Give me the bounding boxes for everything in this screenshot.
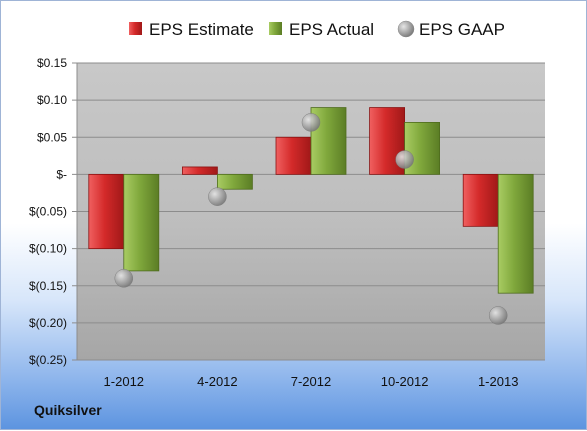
eps-estimate-bar	[181, 166, 218, 175]
eps-estimate-bar	[275, 136, 312, 175]
eps-gaap-marker	[301, 113, 321, 132]
y-tick-label: $(0.15)	[29, 279, 67, 293]
eps-gaap-marker	[114, 269, 134, 288]
eps-gaap-marker	[488, 306, 508, 325]
x-tick-label: 10-2012	[381, 374, 429, 389]
eps-estimate-bar	[462, 173, 499, 227]
y-tick-label: $0.05	[37, 130, 67, 144]
eps-actual-bar	[216, 173, 253, 190]
x-tick-label: 4-2012	[197, 374, 237, 389]
legend-swatch-gaap	[397, 20, 415, 38]
legend-label: EPS Actual	[289, 20, 374, 39]
y-tick-label: $(0.25)	[29, 353, 67, 367]
y-axis: $0.15 $0.10 $0.05 $- $(0.05) $(0.10) $(0.15) $(…	[29, 56, 78, 367]
x-tick-label: 7-2012	[291, 374, 331, 389]
y-tick-label: $(0.10)	[29, 242, 67, 256]
eps-actual-bar	[497, 173, 534, 294]
legend: EPS Estimate EPS Actual EPS GAAP	[129, 20, 505, 39]
x-tick-label: 1-2012	[104, 374, 144, 389]
legend-label: EPS GAAP	[419, 20, 505, 39]
x-tick-label: 1-2013	[478, 374, 518, 389]
eps-actual-bar	[123, 173, 160, 272]
y-tick-label: $0.15	[37, 56, 67, 70]
y-tick-label: $(0.05)	[29, 205, 67, 219]
company-name: Quiksilver	[34, 402, 102, 418]
eps-estimate-bar	[88, 173, 125, 250]
eps-gaap-marker	[208, 187, 227, 206]
y-tick-label: $(0.20)	[29, 316, 67, 330]
legend-swatch-estimate	[129, 22, 142, 35]
eps-gaap-marker	[395, 150, 414, 169]
legend-label: EPS Estimate	[149, 20, 254, 39]
y-tick-label: $-	[56, 167, 67, 181]
legend-swatch-actual	[269, 22, 282, 35]
y-tick-label: $0.10	[37, 93, 67, 107]
gaap-markers	[114, 113, 508, 325]
x-axis: 1-2012 4-2012 7-2012 10-2012 1-2013	[104, 374, 519, 389]
